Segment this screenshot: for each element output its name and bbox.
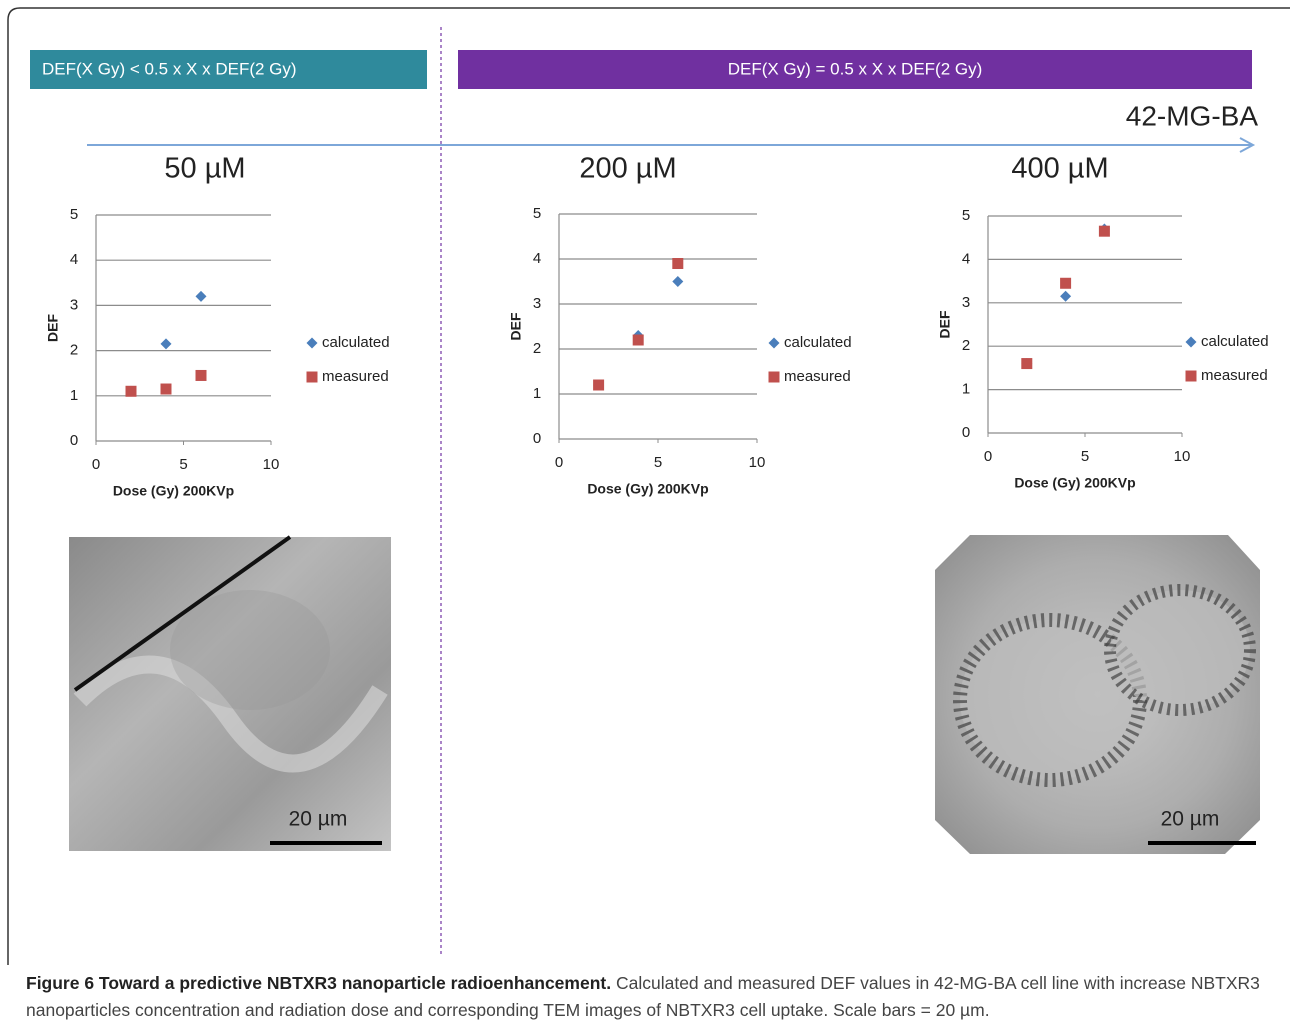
y-tick-label: 0 — [533, 430, 541, 447]
x-tick-label: 0 — [92, 456, 100, 473]
y-tick-label: 1 — [70, 387, 78, 404]
cell-line: 42-MG-BA — [1126, 100, 1259, 131]
data-point — [161, 384, 172, 395]
x-tick-label: 0 — [555, 454, 563, 471]
page: { "banners": ["DEF(X Gy) < 0.5 x X x DEF… — [0, 0, 1290, 1028]
y-tick-label: 2 — [962, 337, 970, 354]
y-tick-label: 5 — [962, 207, 970, 224]
banner-text: DEF(X Gy) < 0.5 x X x DEF(2 Gy) — [42, 59, 297, 78]
chart-title: 200 µM — [579, 153, 676, 185]
y-tick-label: 1 — [962, 381, 970, 398]
data-point — [126, 386, 137, 397]
data-point — [672, 258, 683, 269]
data-point — [633, 335, 644, 346]
y-tick-label: 2 — [533, 340, 541, 357]
chart-title: 400 µM — [1011, 153, 1108, 185]
legend-label: calculated — [784, 334, 852, 351]
tem-image: 20 µm — [69, 537, 391, 851]
y-tick-label: 0 — [70, 432, 78, 449]
y-tick-label: 4 — [533, 250, 541, 267]
x-tick-label: 10 — [263, 456, 280, 473]
x-tick-label: 10 — [1174, 448, 1191, 465]
x-axis-title: Dose (Gy) 200KVp — [1014, 475, 1135, 491]
x-axis-title: Dose (Gy) 200KVp — [113, 483, 234, 499]
data-point — [196, 291, 207, 302]
legend-label: calculated — [322, 334, 390, 351]
y-tick-label: 4 — [962, 250, 970, 267]
legend-swatch — [307, 338, 318, 349]
y-axis-title: DEF — [508, 312, 524, 340]
x-tick-label: 10 — [749, 454, 766, 471]
legend-swatch — [769, 338, 780, 349]
data-point — [593, 380, 604, 391]
y-tick-label: 2 — [70, 342, 78, 359]
x-tick-label: 5 — [654, 454, 662, 471]
data-point — [1099, 226, 1110, 237]
data-point — [1060, 278, 1071, 289]
figure: DEF(X Gy) < 0.5 x X x DEF(2 Gy) DEF(X Gy… — [0, 0, 1290, 1028]
x-axis-title: Dose (Gy) 200KVp — [587, 481, 708, 497]
data-point — [672, 276, 683, 287]
y-tick-label: 4 — [70, 251, 78, 268]
scale-label: 20 µm — [289, 808, 348, 831]
y-tick-label: 5 — [70, 206, 78, 223]
data-point — [1021, 358, 1032, 369]
legend-label: measured — [784, 368, 851, 385]
y-axis-title: DEF — [937, 310, 953, 338]
data-point — [161, 338, 172, 349]
legend-label: measured — [322, 368, 389, 385]
legend-swatch — [1186, 371, 1197, 382]
x-tick-label: 5 — [1081, 448, 1089, 465]
x-tick-label: 5 — [179, 456, 187, 473]
y-axis-title: DEF — [45, 314, 61, 342]
scale-label: 20 µm — [1161, 808, 1220, 831]
y-tick-label: 3 — [962, 294, 970, 311]
legend-label: measured — [1201, 367, 1268, 384]
y-tick-label: 1 — [533, 385, 541, 402]
y-tick-label: 5 — [533, 205, 541, 222]
x-tick-label: 0 — [984, 448, 992, 465]
legend-swatch — [1186, 337, 1197, 348]
y-tick-label: 0 — [962, 424, 970, 441]
caption: Figure 6 Toward a predictive NBTXR3 nano… — [26, 970, 1271, 1024]
legend-swatch — [769, 372, 780, 383]
data-point — [1060, 291, 1071, 302]
chart-title: 50 µM — [164, 153, 245, 185]
tem-image: 20 µm — [935, 535, 1260, 854]
data-point — [196, 370, 207, 381]
legend-swatch — [307, 372, 318, 383]
caption-label: Figure 6 Toward a predictive NBTXR3 nano… — [26, 973, 611, 993]
y-tick-label: 3 — [70, 296, 78, 313]
banner-text: DEF(X Gy) = 0.5 x X x DEF(2 Gy) — [728, 59, 983, 78]
y-tick-label: 3 — [533, 295, 541, 312]
legend-label: calculated — [1201, 333, 1269, 350]
